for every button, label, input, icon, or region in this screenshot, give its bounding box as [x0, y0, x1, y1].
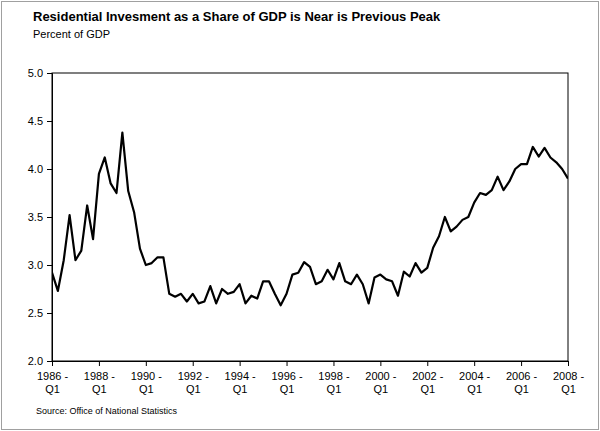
chart-svg: Residential Invesment as a Share of GDP … [0, 0, 600, 431]
x-tick-label: 1986 -Q1 [37, 370, 69, 395]
x-tick: 1996 -Q1 [271, 361, 303, 395]
x-tick-mark [427, 361, 428, 366]
x-tick-label: 2000 -Q1 [365, 370, 397, 395]
y-tick-label: 4.5 [28, 115, 43, 127]
x-tick-label-line: Q1 [45, 383, 60, 395]
x-tick-label-line: Q1 [374, 383, 389, 395]
x-tick-mark [568, 361, 569, 366]
plot-frame [52, 73, 568, 361]
x-tick-label-line: 1992 - [178, 370, 210, 382]
y-tick-label: 2.0 [28, 355, 43, 367]
x-tick-label: 1992 -Q1 [178, 370, 210, 395]
x-tick-mark [333, 361, 334, 366]
x-tick: 2002 -Q1 [412, 361, 444, 395]
y-tick-mark [47, 217, 52, 218]
y-tick-mark [47, 121, 52, 122]
y-tick: 3.5 [28, 211, 52, 223]
y-tick-label: 3.5 [28, 211, 43, 223]
y-tick: 2.0 [28, 355, 52, 367]
x-tick-label-line: 2004 - [459, 370, 491, 382]
x-tick-mark [474, 361, 475, 366]
y-tick: 4.0 [28, 163, 52, 175]
x-tick-label: 2006 -Q1 [506, 370, 538, 395]
x-tick-mark [287, 361, 288, 366]
x-tick: 2006 -Q1 [506, 361, 538, 395]
x-tick-label-line: 1988 - [84, 370, 116, 382]
x-tick-label-line: Q1 [186, 383, 201, 395]
x-tick-label-line: Q1 [92, 383, 107, 395]
x-tick-mark [52, 361, 53, 366]
x-tick-mark [99, 361, 100, 366]
x-tick-label-line: Q1 [561, 383, 576, 395]
x-tick: 2000 -Q1 [365, 361, 397, 395]
x-tick-label: 1988 -Q1 [84, 370, 116, 395]
y-axis-line [47, 74, 53, 362]
x-tick-mark [193, 361, 194, 366]
y-tick-label: 4.0 [28, 163, 43, 175]
x-tick: 2004 -Q1 [459, 361, 491, 395]
y-tick-label: 2.5 [28, 307, 43, 319]
x-tick-mark [380, 361, 381, 366]
x-tick: 1988 -Q1 [84, 361, 116, 395]
x-tick: 1986 -Q1 [37, 361, 69, 395]
y-tick-mark [47, 73, 52, 74]
y-tick: 4.5 [28, 115, 52, 127]
plot-marks [52, 133, 568, 306]
source-note: Source: Office of National Statistics [36, 406, 177, 416]
x-tick-label: 2002 -Q1 [412, 370, 444, 395]
x-tick-label: 2008 -Q1 [553, 370, 585, 395]
x-tick: 1990 -Q1 [131, 361, 163, 395]
x-tick-label-line: Q1 [139, 383, 154, 395]
x-tick-label-line: 1996 - [271, 370, 303, 382]
x-tick-label: 1996 -Q1 [271, 370, 303, 395]
x-axis-line [53, 362, 569, 367]
chart-container: Residential Invesment as a Share of GDP … [0, 0, 600, 431]
x-tick-label: 1994 -Q1 [225, 370, 257, 395]
x-tick-label-line: Q1 [467, 383, 482, 395]
y-tick-label: 5.0 [28, 67, 43, 79]
x-tick: 1994 -Q1 [225, 361, 257, 395]
x-tick-mark [146, 361, 147, 366]
y-axis: 2.0 2.5 3.0 3.5 4.0 4.5 5.0 [28, 67, 53, 367]
x-tick: 1998 -Q1 [318, 361, 350, 395]
x-tick-label-line: 2002 - [412, 370, 444, 382]
x-tick-label: 1998 -Q1 [318, 370, 350, 395]
y-tick: 5.0 [28, 67, 52, 79]
x-tick-mark [521, 361, 522, 366]
y-tick-mark [47, 361, 52, 362]
x-tick-label-line: 2008 - [553, 370, 585, 382]
x-tick-label-line: Q1 [280, 383, 295, 395]
x-tick-label-line: Q1 [420, 383, 435, 395]
x-tick: 2008 -Q1 [553, 361, 585, 395]
x-tick-label-line: 1998 - [318, 370, 350, 382]
x-tick-label: 1990 -Q1 [131, 370, 163, 395]
x-tick-label: 2004 -Q1 [459, 370, 491, 395]
y-tick-mark [47, 169, 52, 170]
x-tick: 1992 -Q1 [178, 361, 210, 395]
x-tick-label-line: Q1 [514, 383, 529, 395]
x-axis: 1986 -Q11988 -Q11990 -Q11992 -Q11994 -Q1… [37, 361, 585, 395]
y-tick: 3.0 [28, 259, 52, 271]
x-tick-label-line: 2006 - [506, 370, 538, 382]
x-tick-label-line: 2000 - [365, 370, 397, 382]
y-tick: 2.5 [28, 307, 52, 319]
x-tick-label-line: Q1 [327, 383, 342, 395]
data-line [52, 133, 568, 306]
y-tick-label: 3.0 [28, 259, 43, 271]
x-tick-label-line: 1994 - [225, 370, 257, 382]
x-tick-label-line: 1990 - [131, 370, 163, 382]
y-tick-mark [47, 313, 52, 314]
x-tick-label-line: 1986 - [37, 370, 69, 382]
y-tick-mark [47, 265, 52, 266]
outer-frame [2, 2, 599, 430]
x-tick-label-line: Q1 [233, 383, 248, 395]
chart-title: Residential Invesment as a Share of GDP … [33, 9, 441, 24]
chart-subtitle: Percent of GDP [33, 28, 110, 40]
x-tick-mark [240, 361, 241, 366]
